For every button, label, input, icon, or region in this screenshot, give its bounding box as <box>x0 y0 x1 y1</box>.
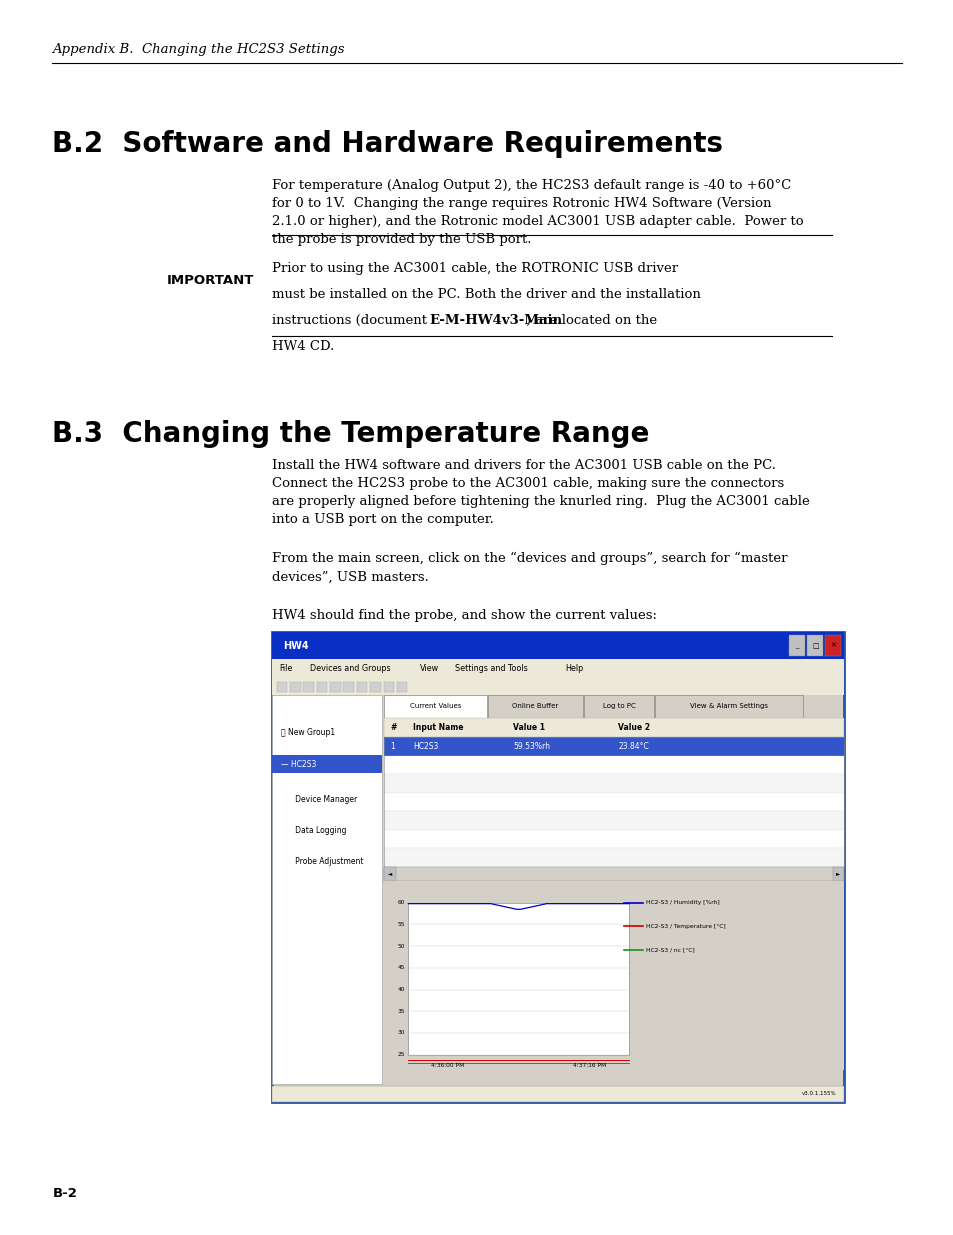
Bar <box>384 848 843 867</box>
Bar <box>584 695 654 718</box>
Text: 4:37:16 PM: 4:37:16 PM <box>572 1063 605 1068</box>
Bar <box>272 1086 843 1102</box>
Text: HC2S3: HC2S3 <box>413 742 438 751</box>
Text: Input Name: Input Name <box>413 722 463 732</box>
Text: 50: 50 <box>397 944 405 948</box>
Text: Devices and Groups: Devices and Groups <box>310 664 391 673</box>
Bar <box>384 756 843 774</box>
Text: Install the HW4 software and drivers for the AC3001 USB cable on the PC.
Connect: Install the HW4 software and drivers for… <box>272 459 809 526</box>
Text: — HC2S3: — HC2S3 <box>281 760 316 768</box>
Bar <box>316 682 327 692</box>
Text: 25: 25 <box>397 1052 405 1057</box>
Bar <box>272 678 843 695</box>
Text: ) are located on the: ) are located on the <box>525 314 657 327</box>
Text: 35: 35 <box>397 1009 405 1014</box>
Text: □: □ <box>811 643 818 648</box>
Text: View & Alarm Settings: View & Alarm Settings <box>689 704 767 709</box>
Text: Settings and Tools: Settings and Tools <box>455 664 527 673</box>
Bar <box>383 682 394 692</box>
Text: IMPORTANT: IMPORTANT <box>167 274 254 288</box>
Text: 1: 1 <box>390 742 395 751</box>
Text: Value 2: Value 2 <box>618 722 650 732</box>
Text: ◄: ◄ <box>388 871 392 877</box>
Text: 23.84°C: 23.84°C <box>618 742 648 751</box>
Bar <box>384 811 843 830</box>
Text: E-M-HW4v3-Main: E-M-HW4v3-Main <box>429 314 562 327</box>
Bar <box>272 695 381 1084</box>
Bar <box>384 774 843 793</box>
Text: Probe Adjustment: Probe Adjustment <box>288 857 363 866</box>
Bar <box>806 635 822 656</box>
Bar <box>384 737 843 867</box>
Text: 30: 30 <box>397 1030 405 1035</box>
Text: Help: Help <box>565 664 583 673</box>
Text: From the main screen, click on the “devices and groups”, search for “master
devi: From the main screen, click on the “devi… <box>272 552 786 583</box>
Text: HW4: HW4 <box>283 641 309 651</box>
Text: Data Logging: Data Logging <box>288 826 346 835</box>
Bar <box>655 695 802 718</box>
Bar <box>303 682 314 692</box>
Bar <box>384 881 843 1070</box>
Bar <box>384 737 843 756</box>
Text: HC2-S3 / Humidity [%rh]: HC2-S3 / Humidity [%rh] <box>645 900 719 905</box>
Bar <box>788 635 804 656</box>
Text: 4:36:00 PM: 4:36:00 PM <box>431 1063 464 1068</box>
Bar <box>824 635 841 656</box>
Bar <box>384 793 843 811</box>
Text: Prior to using the AC3001 cable, the ROTRONIC USB driver: Prior to using the AC3001 cable, the ROT… <box>272 262 678 275</box>
Text: 40: 40 <box>397 987 405 992</box>
Bar <box>272 632 843 659</box>
Text: must be installed on the PC. Both the driver and the installation: must be installed on the PC. Both the dr… <box>272 288 700 301</box>
Text: HW4 CD.: HW4 CD. <box>272 340 334 353</box>
Bar <box>290 682 300 692</box>
Text: ►: ► <box>836 871 840 877</box>
Bar <box>408 903 628 1055</box>
Text: HC2-S3 / nc [°C]: HC2-S3 / nc [°C] <box>645 947 694 952</box>
Bar <box>356 682 367 692</box>
Text: HC2-S3 / Temperature [°C]: HC2-S3 / Temperature [°C] <box>645 924 724 929</box>
Bar <box>272 632 843 1102</box>
Bar <box>487 695 583 718</box>
Bar <box>276 682 287 692</box>
Text: 45: 45 <box>397 966 405 971</box>
Text: ✕: ✕ <box>829 643 836 648</box>
Text: Current Values: Current Values <box>410 704 461 709</box>
Bar <box>330 682 340 692</box>
Bar <box>272 756 381 773</box>
Text: v3.0.1.155%: v3.0.1.155% <box>801 1091 836 1097</box>
Text: B-2: B-2 <box>52 1187 77 1200</box>
Bar <box>343 682 354 692</box>
Bar <box>832 867 843 881</box>
Text: Appendix B.  Changing the HC2S3 Settings: Appendix B. Changing the HC2S3 Settings <box>52 43 345 57</box>
Text: 59.53%rh: 59.53%rh <box>513 742 550 751</box>
Bar <box>384 867 395 881</box>
Text: 55: 55 <box>397 923 405 927</box>
Bar <box>370 682 380 692</box>
Bar <box>396 682 407 692</box>
Text: 🗂 New Group1: 🗂 New Group1 <box>281 729 335 737</box>
Text: For temperature (Analog Output 2), the HC2S3 default range is -40 to +60°C
for 0: For temperature (Analog Output 2), the H… <box>272 179 802 246</box>
Text: B.3  Changing the Temperature Range: B.3 Changing the Temperature Range <box>52 420 649 448</box>
Text: instructions (document: instructions (document <box>272 314 431 327</box>
Text: Device Manager: Device Manager <box>288 794 357 804</box>
Text: Log to PC: Log to PC <box>602 704 635 709</box>
Text: B.2  Software and Hardware Requirements: B.2 Software and Hardware Requirements <box>52 130 722 158</box>
Bar <box>384 830 843 848</box>
Text: HW4 should find the probe, and show the current values:: HW4 should find the probe, and show the … <box>272 609 657 622</box>
Text: View: View <box>419 664 438 673</box>
Bar <box>272 659 843 678</box>
Text: File: File <box>279 664 293 673</box>
Text: Online Buffer: Online Buffer <box>512 704 558 709</box>
Text: Value 1: Value 1 <box>513 722 545 732</box>
Text: _: _ <box>795 643 798 648</box>
Text: #: # <box>390 722 396 732</box>
Bar <box>384 695 486 718</box>
Text: 60: 60 <box>397 900 405 905</box>
Bar <box>384 867 843 881</box>
Bar <box>384 718 843 737</box>
